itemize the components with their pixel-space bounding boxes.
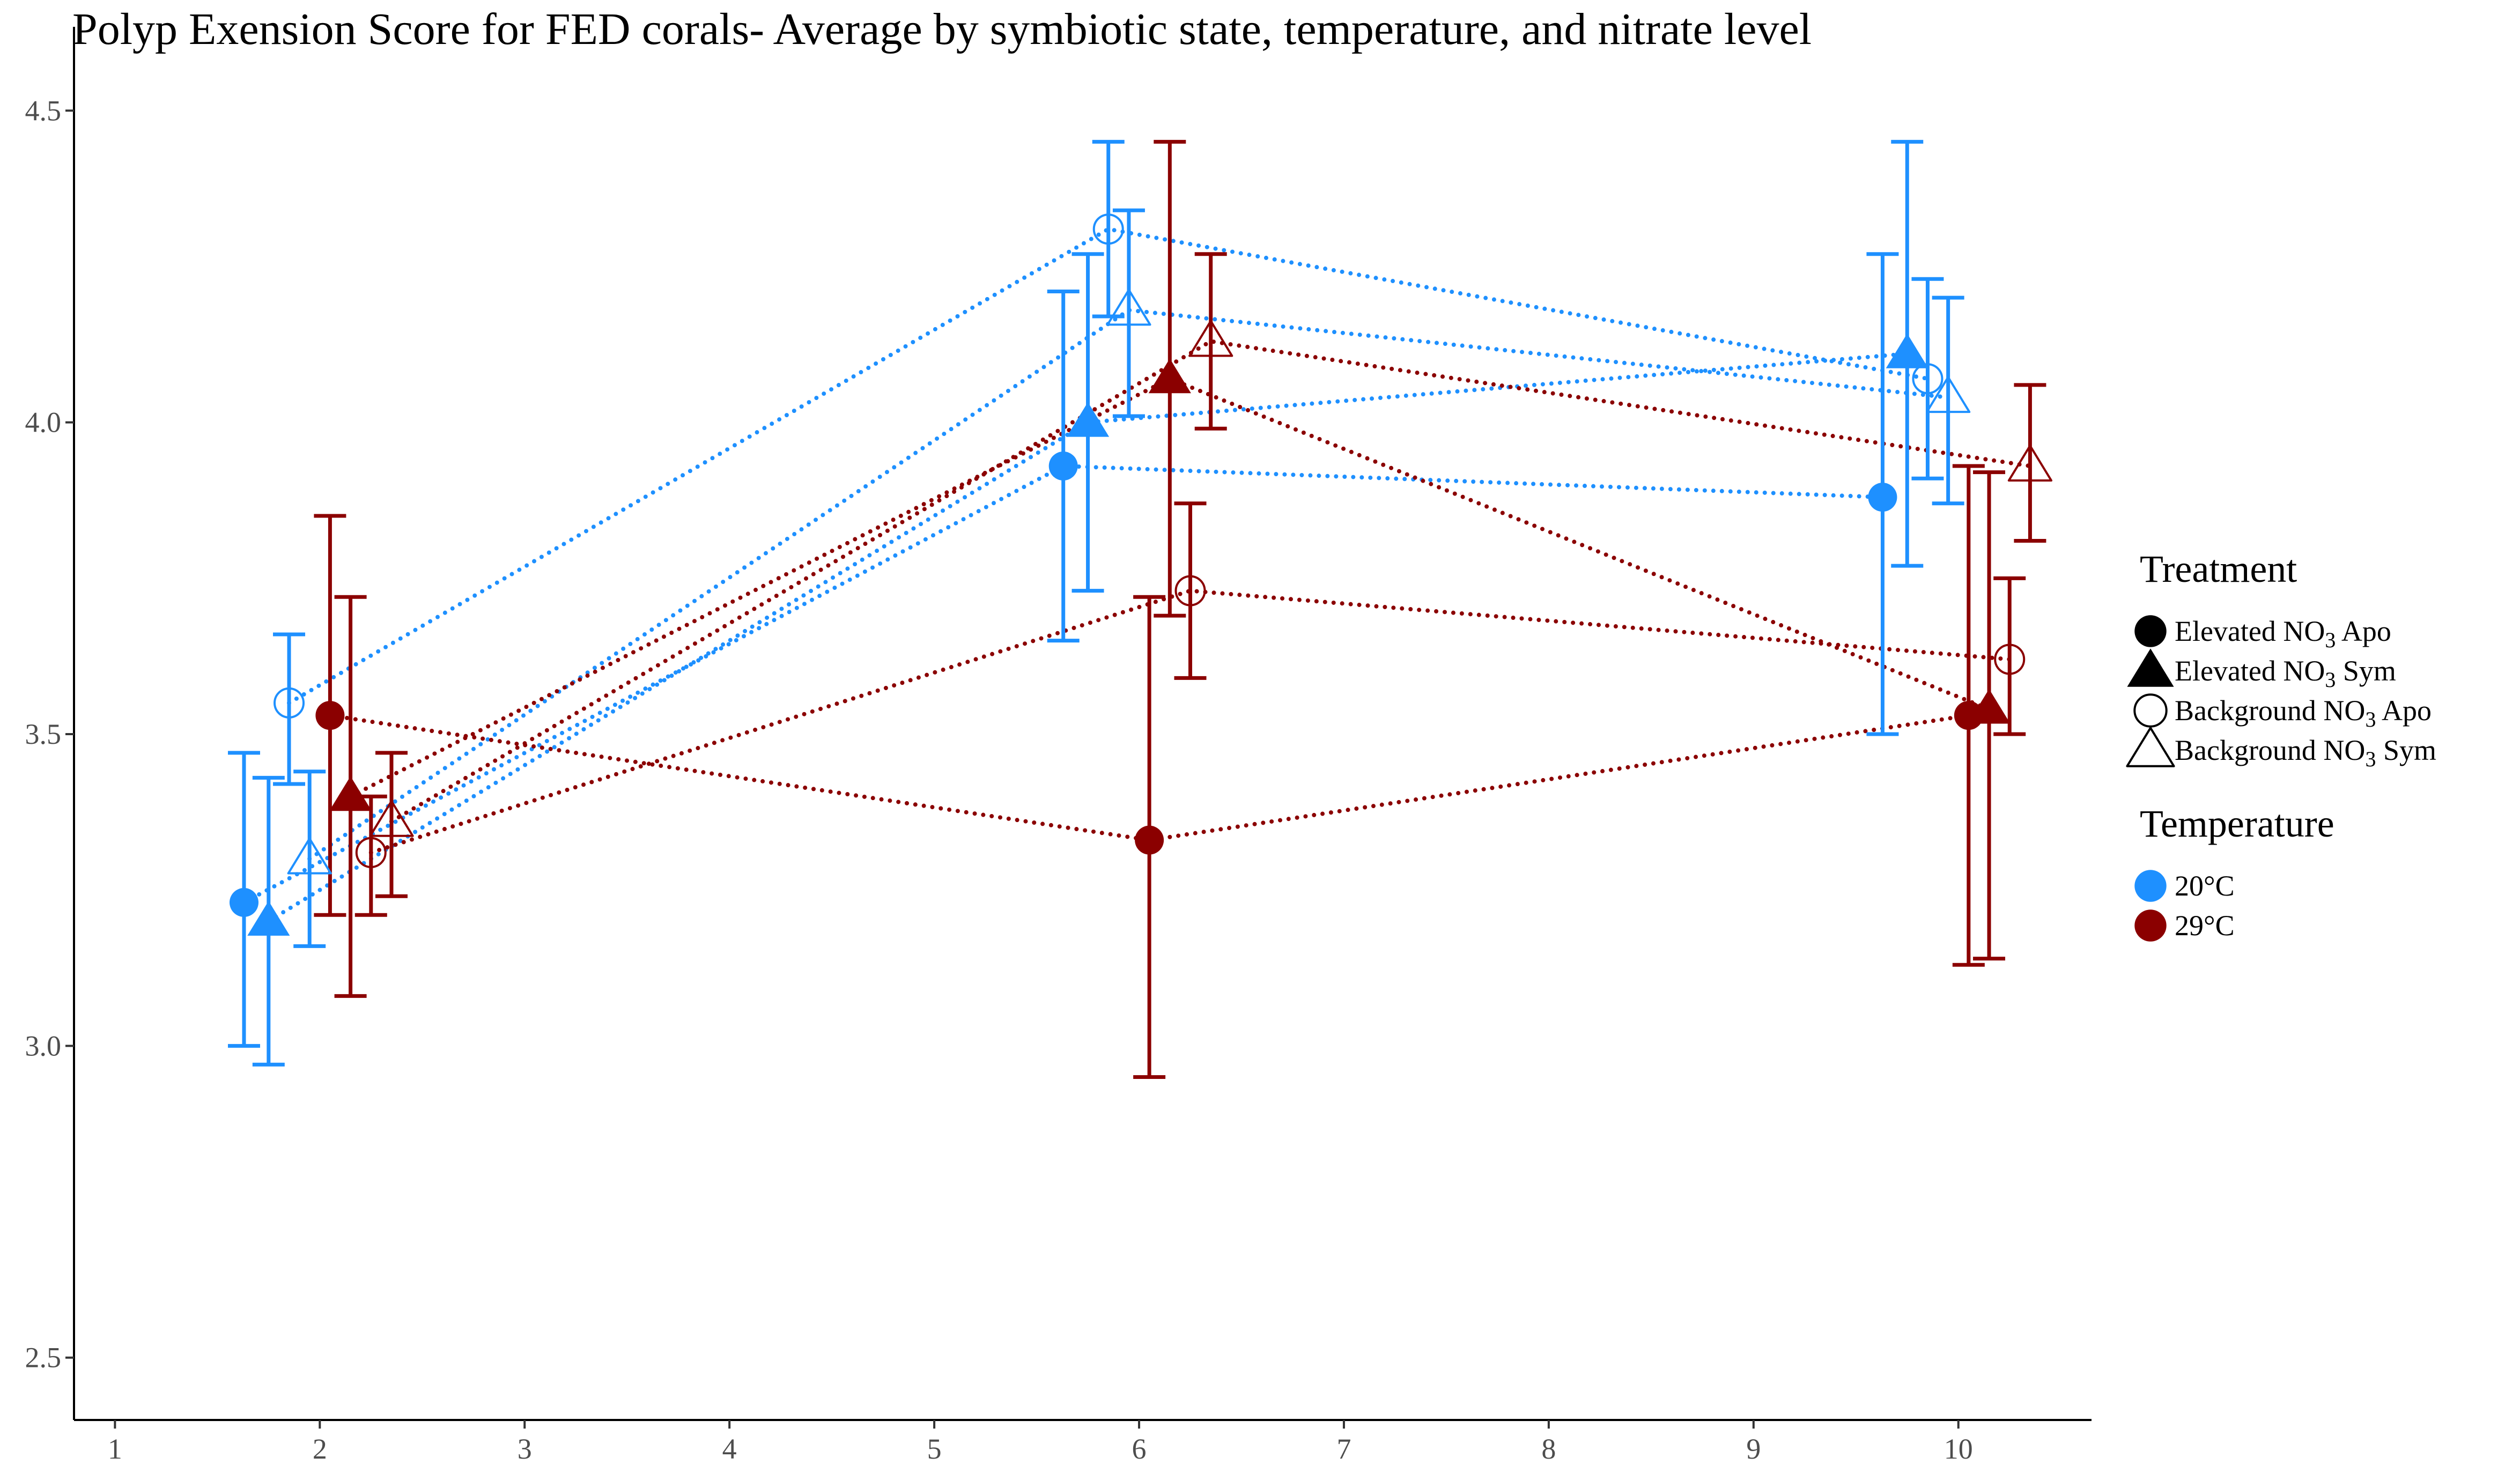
x-tick-label: 5 — [927, 1433, 942, 1465]
legend-temperature: Temperature 20°C 29°C — [2134, 802, 2334, 942]
x-tick-label: 4 — [722, 1433, 737, 1465]
error-bar — [1911, 277, 1944, 480]
data-point — [1188, 320, 1233, 357]
data-point — [369, 800, 414, 837]
legend-key — [2134, 909, 2167, 942]
data-point — [315, 701, 345, 730]
error-bar — [1112, 208, 1145, 418]
legend-entry: Background NO3 Sym — [2126, 727, 2436, 771]
data-point — [1092, 213, 1124, 245]
error-bar — [273, 632, 306, 786]
chart-title: Polyp Exension Score for FED corals- Ave… — [72, 4, 1812, 54]
data-point — [1135, 825, 1164, 855]
error-bar — [1174, 501, 1207, 680]
data-point — [1048, 452, 1078, 481]
legend-label: Elevated NO3 Sym — [2175, 655, 2396, 692]
x-tick-label: 9 — [1746, 1433, 1761, 1465]
data-point — [287, 837, 332, 875]
plot-area — [228, 139, 2053, 1079]
x-tick-label: 1 — [108, 1433, 122, 1465]
legend-key — [2127, 648, 2174, 687]
error-bar — [293, 770, 326, 948]
legend-title: Temperature — [2140, 802, 2334, 845]
data-point — [355, 837, 387, 868]
x-tick-label: 10 — [1944, 1433, 1973, 1465]
y-tick-label: 3.5 — [25, 718, 62, 750]
data-point — [1174, 575, 1206, 606]
legend-entry: 20°C — [2134, 870, 2235, 902]
data-point — [247, 901, 290, 936]
data-point — [1148, 358, 1191, 394]
axes: 1 2 3 4 5 6 7 8 9 10 2.5 3.0 3.5 4.0 4.5 — [25, 27, 2092, 1465]
legend-key — [2133, 693, 2168, 728]
data-point — [1994, 643, 2026, 675]
legend-label: 20°C — [2175, 870, 2235, 902]
error-bar — [1932, 295, 1964, 506]
y-tick-label: 2.5 — [25, 1342, 62, 1374]
legend-key — [2134, 615, 2167, 647]
x-tick-label: 6 — [1132, 1433, 1147, 1465]
data-point — [329, 776, 372, 811]
data-point — [1066, 402, 1110, 437]
data-point — [1868, 483, 1897, 512]
y-tick-label: 3.0 — [25, 1030, 62, 1062]
data-point — [2007, 445, 2053, 482]
legend-label: Elevated NO3 Apo — [2175, 615, 2391, 652]
data-point — [274, 687, 305, 719]
data-point — [1912, 363, 1943, 395]
x-tick-label: 2 — [313, 1433, 327, 1465]
series-line-5 — [328, 713, 1971, 842]
error-bar — [2014, 383, 2046, 543]
legend-entry: Elevated NO3 Sym — [2127, 648, 2396, 692]
x-tick-label: 7 — [1336, 1433, 1351, 1465]
data-point — [230, 887, 259, 917]
legend-label: Background NO3 Sym — [2175, 734, 2436, 771]
x-tick-label: 3 — [518, 1433, 532, 1465]
legend-title: Treatment — [2140, 548, 2297, 590]
data-point — [1968, 689, 2011, 724]
data-point — [1926, 376, 1971, 413]
legend-label: 29°C — [2175, 909, 2235, 942]
legend-entry: Background NO3 Apo — [2133, 693, 2432, 731]
x-tick-label: 8 — [1541, 1433, 1556, 1465]
series-line-3 — [287, 227, 1930, 705]
legend-entry: 29°C — [2134, 909, 2235, 942]
error-bar — [1092, 139, 1125, 319]
error-bar — [1993, 576, 2026, 736]
y-tick-label: 4.5 — [25, 94, 62, 127]
data-point — [1886, 333, 1928, 368]
legend-label: Background NO3 Apo — [2175, 694, 2432, 731]
error-bar — [1194, 252, 1227, 431]
legend-key — [2134, 870, 2167, 902]
legend-entry: Elevated NO3 Apo — [2134, 615, 2391, 652]
data-point — [1106, 289, 1151, 326]
series-line-8 — [389, 339, 2033, 824]
error-bar — [375, 751, 408, 898]
y-tick-label: 4.0 — [25, 406, 62, 439]
legend-key — [2126, 727, 2175, 767]
